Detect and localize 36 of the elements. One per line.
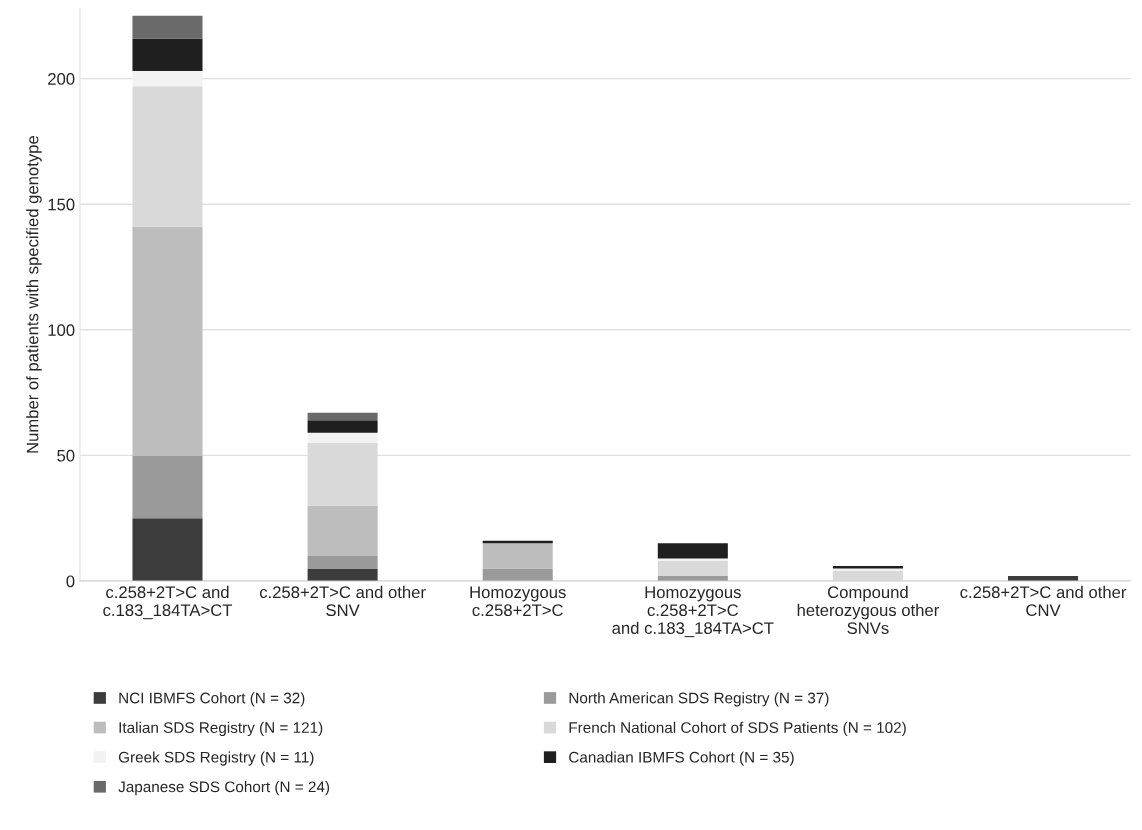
bar	[482, 543, 553, 569]
x-tick-label: c.258+2T>C and other CNV	[960, 585, 1127, 617]
bar	[307, 412, 378, 421]
bar	[307, 555, 378, 569]
x-tick-label: c.258+2T>C and other SNV	[259, 585, 426, 617]
bar	[307, 432, 378, 443]
y-tick-label: 0	[66, 575, 75, 588]
y-tick-label: 50	[57, 449, 75, 462]
bar	[132, 71, 203, 87]
bar	[307, 505, 378, 556]
bar	[132, 226, 203, 456]
legend-label: Greek SDS Registry (N = 11)	[118, 751, 314, 766]
legend-label: North American SDS Registry (N = 37)	[569, 692, 829, 707]
bar	[132, 15, 203, 39]
y-tick-label: 200	[48, 73, 75, 85]
y-tick-label: 100	[48, 324, 75, 337]
bar	[482, 568, 553, 581]
bar	[132, 518, 203, 581]
bar	[132, 38, 203, 72]
y-axis-title: Number of patients with specified genotype	[26, 136, 42, 453]
y-tick-label: 150	[48, 198, 75, 211]
legend-label: Canadian IBMFS Cohort (N = 35)	[569, 751, 794, 766]
x-tick-label: Compound heterozygous other SNVs	[797, 585, 939, 635]
legend-label: Japanese SDS Cohort (N = 24)	[118, 780, 330, 796]
bar	[657, 543, 728, 559]
bar	[657, 558, 728, 561]
bar	[657, 560, 728, 576]
bar	[307, 568, 378, 581]
x-tick-label: Homozygous c.258+2T>C	[470, 586, 566, 617]
bar	[132, 455, 203, 519]
x-tick-label: Homozygous c.258+2T>C and c.183_184TA>CT	[612, 586, 774, 638]
legend-label: NCI IBMFS Cohort (N = 32)	[119, 692, 305, 707]
bar	[307, 420, 378, 433]
legend-label: French National Cohort of SDS Patients (N = 102)	[569, 721, 906, 737]
legend-label: Italian SDS Registry (N = 121)	[119, 721, 323, 737]
x-tick-label: c.258+2T>C and c.183_184TA>CT	[103, 585, 233, 620]
